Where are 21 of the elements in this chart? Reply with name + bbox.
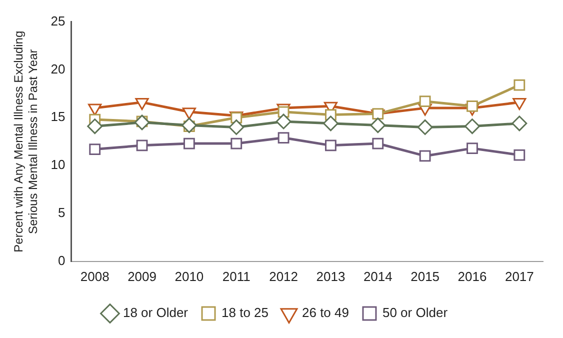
legend-label: 18 or Older — [122, 305, 189, 320]
y-tick-label: 5 — [58, 205, 66, 220]
y-tick-label: 15 — [50, 109, 66, 124]
y-tick-label: 25 — [50, 13, 66, 28]
x-tick-label: 2016 — [458, 268, 487, 284]
x-tick-label: 2013 — [316, 268, 346, 284]
legend-label: 26 to 49 — [302, 305, 349, 320]
x-tick-label: 2014 — [363, 268, 392, 284]
y-tick-label: 0 — [58, 252, 66, 268]
x-tick-label: 2011 — [222, 268, 250, 284]
x-tick-label: 2008 — [80, 268, 110, 284]
x-tick-label: 2009 — [128, 268, 156, 284]
x-tick-label: 2015 — [410, 268, 440, 284]
y-axis-title: Percent with Any Mental Illness Excluding Serious Mental Illness in Past Year — [12, 30, 40, 252]
y-tick-label: 10 — [50, 157, 66, 172]
x-tick-label: 2012 — [269, 268, 298, 284]
legend-label: 18 to 25 — [222, 305, 269, 320]
x-tick-label: 2010 — [174, 268, 204, 284]
x-tick-label: 2017 — [504, 268, 534, 284]
y-tick-label: 20 — [50, 61, 66, 76]
legend-label: 50 or Older — [382, 305, 448, 320]
